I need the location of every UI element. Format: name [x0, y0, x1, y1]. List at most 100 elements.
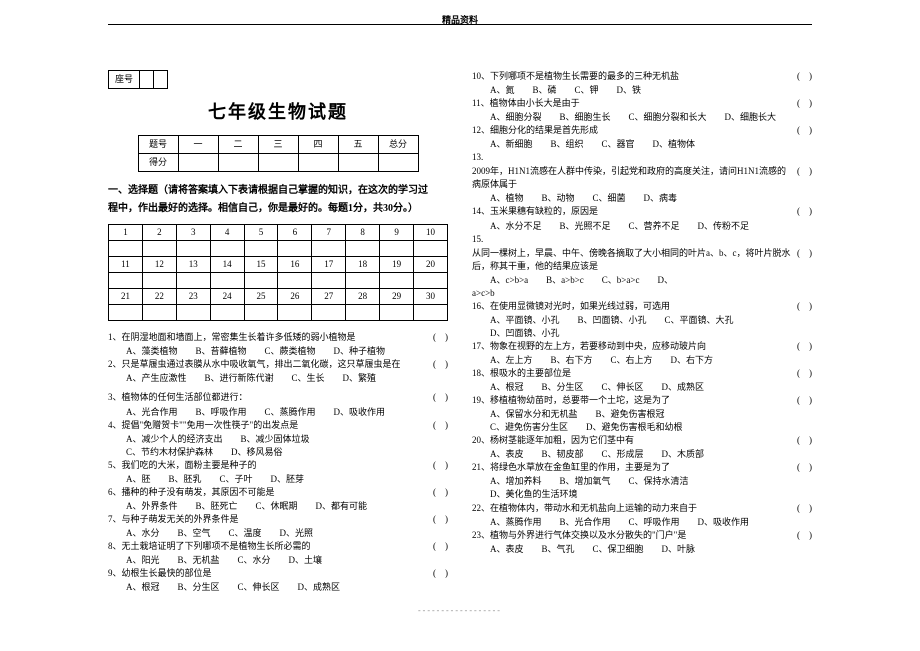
- question-options: A、氮B、磷C、钾D、铁: [472, 84, 812, 97]
- question-stem: 2、只是草履虫通过表膜从水中吸收氧气，排出二氧化碳，这只草履虫是在: [108, 359, 401, 369]
- option: B、减少固体垃圾: [241, 433, 310, 446]
- option: B、光照不足: [560, 220, 611, 233]
- question: 15.: [472, 233, 812, 246]
- score-cell: [218, 154, 258, 172]
- option: A、根冠: [490, 381, 524, 394]
- option: D、光照: [280, 527, 314, 540]
- option: B、进行新陈代谢: [205, 372, 274, 385]
- question-paren: ( ): [433, 513, 448, 526]
- answer-num: 19: [380, 257, 414, 273]
- answer-num: 5: [244, 225, 278, 241]
- question: 3、植物体的任何生活部位都进行：( ): [108, 391, 448, 404]
- option: A、外界条件: [126, 500, 178, 513]
- seat-label: 座号: [108, 70, 140, 89]
- option: C、伸长区: [238, 581, 280, 594]
- answer-num: 15: [244, 257, 278, 273]
- option-extra: a>c>b: [472, 287, 812, 300]
- score-cell: 得分: [138, 154, 178, 172]
- answer-blank-row: [109, 305, 448, 321]
- option: C、器官: [602, 138, 635, 151]
- option: B、胚乳: [169, 473, 202, 486]
- answer-num-row: 11121314151617181920: [109, 257, 448, 273]
- option: B、动物: [542, 192, 575, 205]
- option: B、分生区: [542, 381, 584, 394]
- question: 从同一棵树上，早晨、中午、傍晚各摘取了大小相同的叶片a、b、c，将叶片脱水后，称…: [472, 247, 812, 273]
- option: C、呼吸作用: [629, 516, 680, 529]
- option: A、藻类植物: [126, 345, 178, 358]
- question-stem: 6、播种的种子没有萌发，其原因不可能是: [108, 487, 275, 497]
- question-options: A、减少个人的经济支出B、减少固体垃圾: [108, 433, 448, 446]
- question-paren: ( ): [433, 358, 448, 371]
- seat-cell: [154, 70, 168, 89]
- option: A、水分: [126, 527, 160, 540]
- question: 19、移植植物幼苗时，总要带一个土坨，这是为了( ): [472, 394, 812, 407]
- section-line1: 一、选择题（请将答案填入下表请根据自己掌握的知识，在这次的学习过: [108, 185, 428, 196]
- question: 6、播种的种子没有萌发，其原因不可能是 ( ): [108, 486, 448, 499]
- answer-num: 10: [414, 225, 448, 241]
- question: 11、植物体由小长大是由于( ): [472, 97, 812, 110]
- question-options: A、根冠B、分生区C、伸长区D、成熟区: [108, 581, 448, 594]
- question-paren: ( ): [433, 331, 448, 344]
- question-options: A、保留水分和无机盐B、避免伤害根冠: [472, 408, 812, 421]
- question-options: C、避免伤害分生区D、避免伤害根毛和幼根: [472, 421, 812, 434]
- option: D、都有可能: [316, 500, 368, 513]
- question-paren: ( ): [797, 300, 812, 313]
- answer-num: 29: [380, 289, 414, 305]
- two-column-layout: 座号 七年级生物试题 题号 一 二 三 四 五 总分 得分: [108, 70, 812, 594]
- option: D、凹面镜、小孔: [490, 327, 560, 340]
- question-paren: ( ): [797, 124, 812, 137]
- option: D、木质部: [662, 448, 705, 461]
- option: A、产生应激性: [126, 372, 187, 385]
- answer-blank-row: [109, 241, 448, 257]
- option: C、右上方: [611, 354, 653, 367]
- question-options: A、新细胞B、组织C、器官D、植物体: [472, 138, 812, 151]
- question: 1、在阴湿地面和墙面上，常密集生长着许多低矮的弱小植物是( ): [108, 331, 448, 344]
- question: 22、在植物体内，带动水和无机盐向上运输的动力来自于( ): [472, 502, 812, 515]
- question: 8、无土栽培证明了下列哪项不是植物生长所必需的( ): [108, 540, 448, 553]
- option: D、病毒: [644, 192, 678, 205]
- answer-num: 24: [210, 289, 244, 305]
- question: 17、物象在视野的左上方，若要移动到中央，应移动玻片向( ): [472, 340, 812, 353]
- question-stem: 18、根吸水的主要部位是: [472, 368, 571, 378]
- option: A、表皮: [490, 543, 524, 556]
- question-stem: 10、下列哪项不是植物生长需要的最多的三种无机盐: [472, 71, 679, 81]
- answer-num: 18: [346, 257, 380, 273]
- score-cell: 二: [218, 136, 258, 154]
- option: C、伸长区: [602, 381, 644, 394]
- score-cell: 一: [178, 136, 218, 154]
- option: D、吸收作用: [334, 406, 386, 419]
- left-column: 座号 七年级生物试题 题号 一 二 三 四 五 总分 得分: [108, 70, 448, 594]
- question-paren: ( ): [433, 459, 448, 472]
- option: A、光合作用: [126, 406, 178, 419]
- question-stem: 22、在植物体内，带动水和无机盐向上运输的动力来自于: [472, 503, 697, 513]
- option: D、避免伤害根毛和幼根: [586, 421, 683, 434]
- score-cell: 题号: [138, 136, 178, 154]
- question-options: A、c>b>aB、a>b>cC、b>a>cD、: [472, 274, 812, 287]
- option: B、无机盐: [178, 554, 220, 567]
- option: C、蒸腾作用: [265, 406, 316, 419]
- question-options: A、平面镜、小孔B、凹面镜、小孔C、平面镜、大孔D、凹面镜、小孔: [472, 314, 812, 340]
- score-cell: 五: [338, 136, 378, 154]
- option: A、左上方: [490, 354, 533, 367]
- answer-num: 20: [414, 257, 448, 273]
- answer-num: 22: [142, 289, 176, 305]
- question: 16、在使用显微镜对光时，如果光线过弱，可选用( ): [472, 300, 812, 313]
- option: A、保留水分和无机盐: [490, 408, 578, 421]
- option: A、植物: [490, 192, 524, 205]
- option: B、苔藓植物: [196, 345, 247, 358]
- option: B、右下方: [551, 354, 593, 367]
- question: 4、提倡"免赠贺卡""免用一次性筷子"的出发点是( ): [108, 419, 448, 432]
- seat-number-box: 座号: [108, 70, 168, 89]
- score-cell: 三: [258, 136, 298, 154]
- option: B、凹面镜、小孔: [578, 314, 647, 327]
- option: A、阳光: [126, 554, 160, 567]
- question-paren: ( ): [433, 486, 448, 499]
- question-options: A、胚B、胚乳C、子叶D、胚芽: [108, 473, 448, 486]
- question-options: A、外界条件B、胚死亡C、休眠期D、都有可能: [108, 500, 448, 513]
- option: B、气孔: [542, 543, 575, 556]
- question-stem: 14、玉米果穗有缺粒的，原因是: [472, 206, 598, 216]
- answer-num: 26: [278, 289, 312, 305]
- right-question-list: 10、下列哪项不是植物生长需要的最多的三种无机盐( )A、氮B、磷C、钾D、铁1…: [472, 70, 812, 556]
- question-paren: ( ): [797, 367, 812, 380]
- option: C、细菌: [593, 192, 626, 205]
